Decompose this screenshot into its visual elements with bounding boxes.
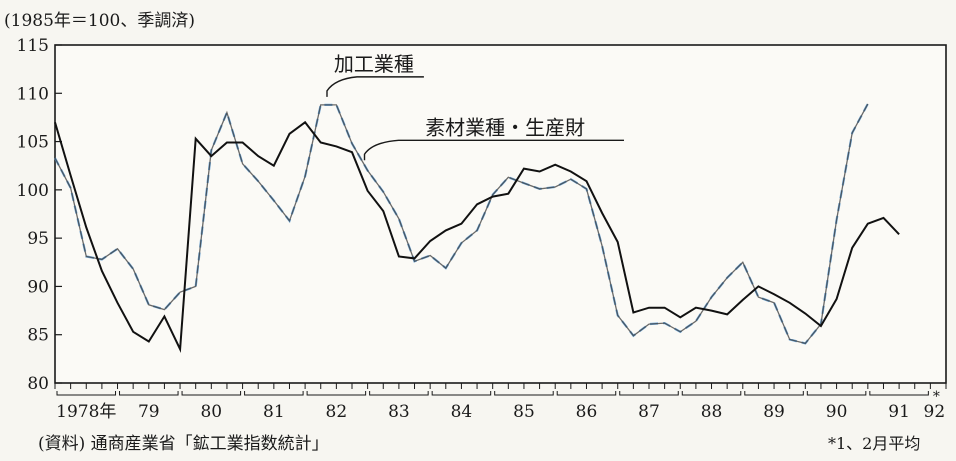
- unit-note: (1985年＝100、季調済): [4, 11, 195, 31]
- x-tick-label: 82: [326, 402, 348, 422]
- source-note: (資料) 通商産業省「鉱工業指数統計」: [38, 434, 329, 454]
- series-line-sozai: [54, 120, 900, 354]
- x-tick-label: 92: [924, 402, 946, 422]
- x-year-bracket: [306, 391, 367, 396]
- callout-line-sozai: [363, 139, 624, 161]
- x-year-bracket: [369, 391, 429, 396]
- x-year-bracket: [869, 391, 929, 396]
- footnote: *1、2月平均: [828, 434, 920, 453]
- y-tick-label: 95: [27, 229, 49, 249]
- x-tick-label: 90: [826, 402, 848, 422]
- x-tick-label: 85: [513, 402, 535, 422]
- callout-label-sozai: 素材業種・生産財: [425, 115, 585, 139]
- plot-frame: [54, 44, 947, 384]
- y-tick-label: 100: [17, 181, 49, 201]
- x-tick-label: 89: [763, 402, 785, 422]
- x-tick-label: 88: [701, 402, 723, 422]
- x-tick-label: 86: [576, 402, 598, 422]
- x-tick-label: 84: [451, 402, 473, 422]
- y-tick-label: 110: [17, 84, 49, 104]
- x-tick-label: 1978年: [56, 402, 116, 422]
- y-tick-label: 115: [17, 36, 49, 56]
- x-tick-label: 83: [388, 402, 410, 422]
- x-year-bracket: [619, 391, 679, 396]
- y-tick-label: 85: [27, 326, 49, 346]
- x-year-bracket: [119, 391, 179, 396]
- y-tick-label: 105: [17, 133, 49, 153]
- x-year-bracket: [556, 391, 617, 396]
- callout-label-kakou: 加工業種: [334, 52, 414, 76]
- x-tick-label: 91: [888, 402, 910, 422]
- x-year-bracket: [744, 391, 804, 396]
- x-year-bracket: [681, 391, 742, 396]
- x-year-bracket: [181, 391, 242, 396]
- x-year-bracket: [56, 391, 117, 396]
- x-year-bracket: [494, 391, 554, 396]
- y-tick-label: 90: [27, 277, 49, 297]
- x-year-bracket: [244, 391, 304, 396]
- x-year-bracket: [431, 391, 492, 396]
- x-tick-label: 81: [263, 402, 285, 422]
- plot-area: 80 85 90 95 100 105 110 115 1978年 79 80 81 82 83 84 85 8…: [17, 36, 947, 422]
- x-year-bracket: [806, 391, 867, 396]
- callout-line-kakou: [326, 76, 424, 97]
- x-tick-label: 87: [638, 402, 660, 422]
- x-tick-label: 79: [138, 402, 160, 422]
- x-tick-asterisk: *: [933, 389, 940, 405]
- x-tick-label: 80: [200, 402, 222, 422]
- series-line-kakou: [54, 103, 869, 345]
- y-tick-label: 80: [27, 374, 49, 394]
